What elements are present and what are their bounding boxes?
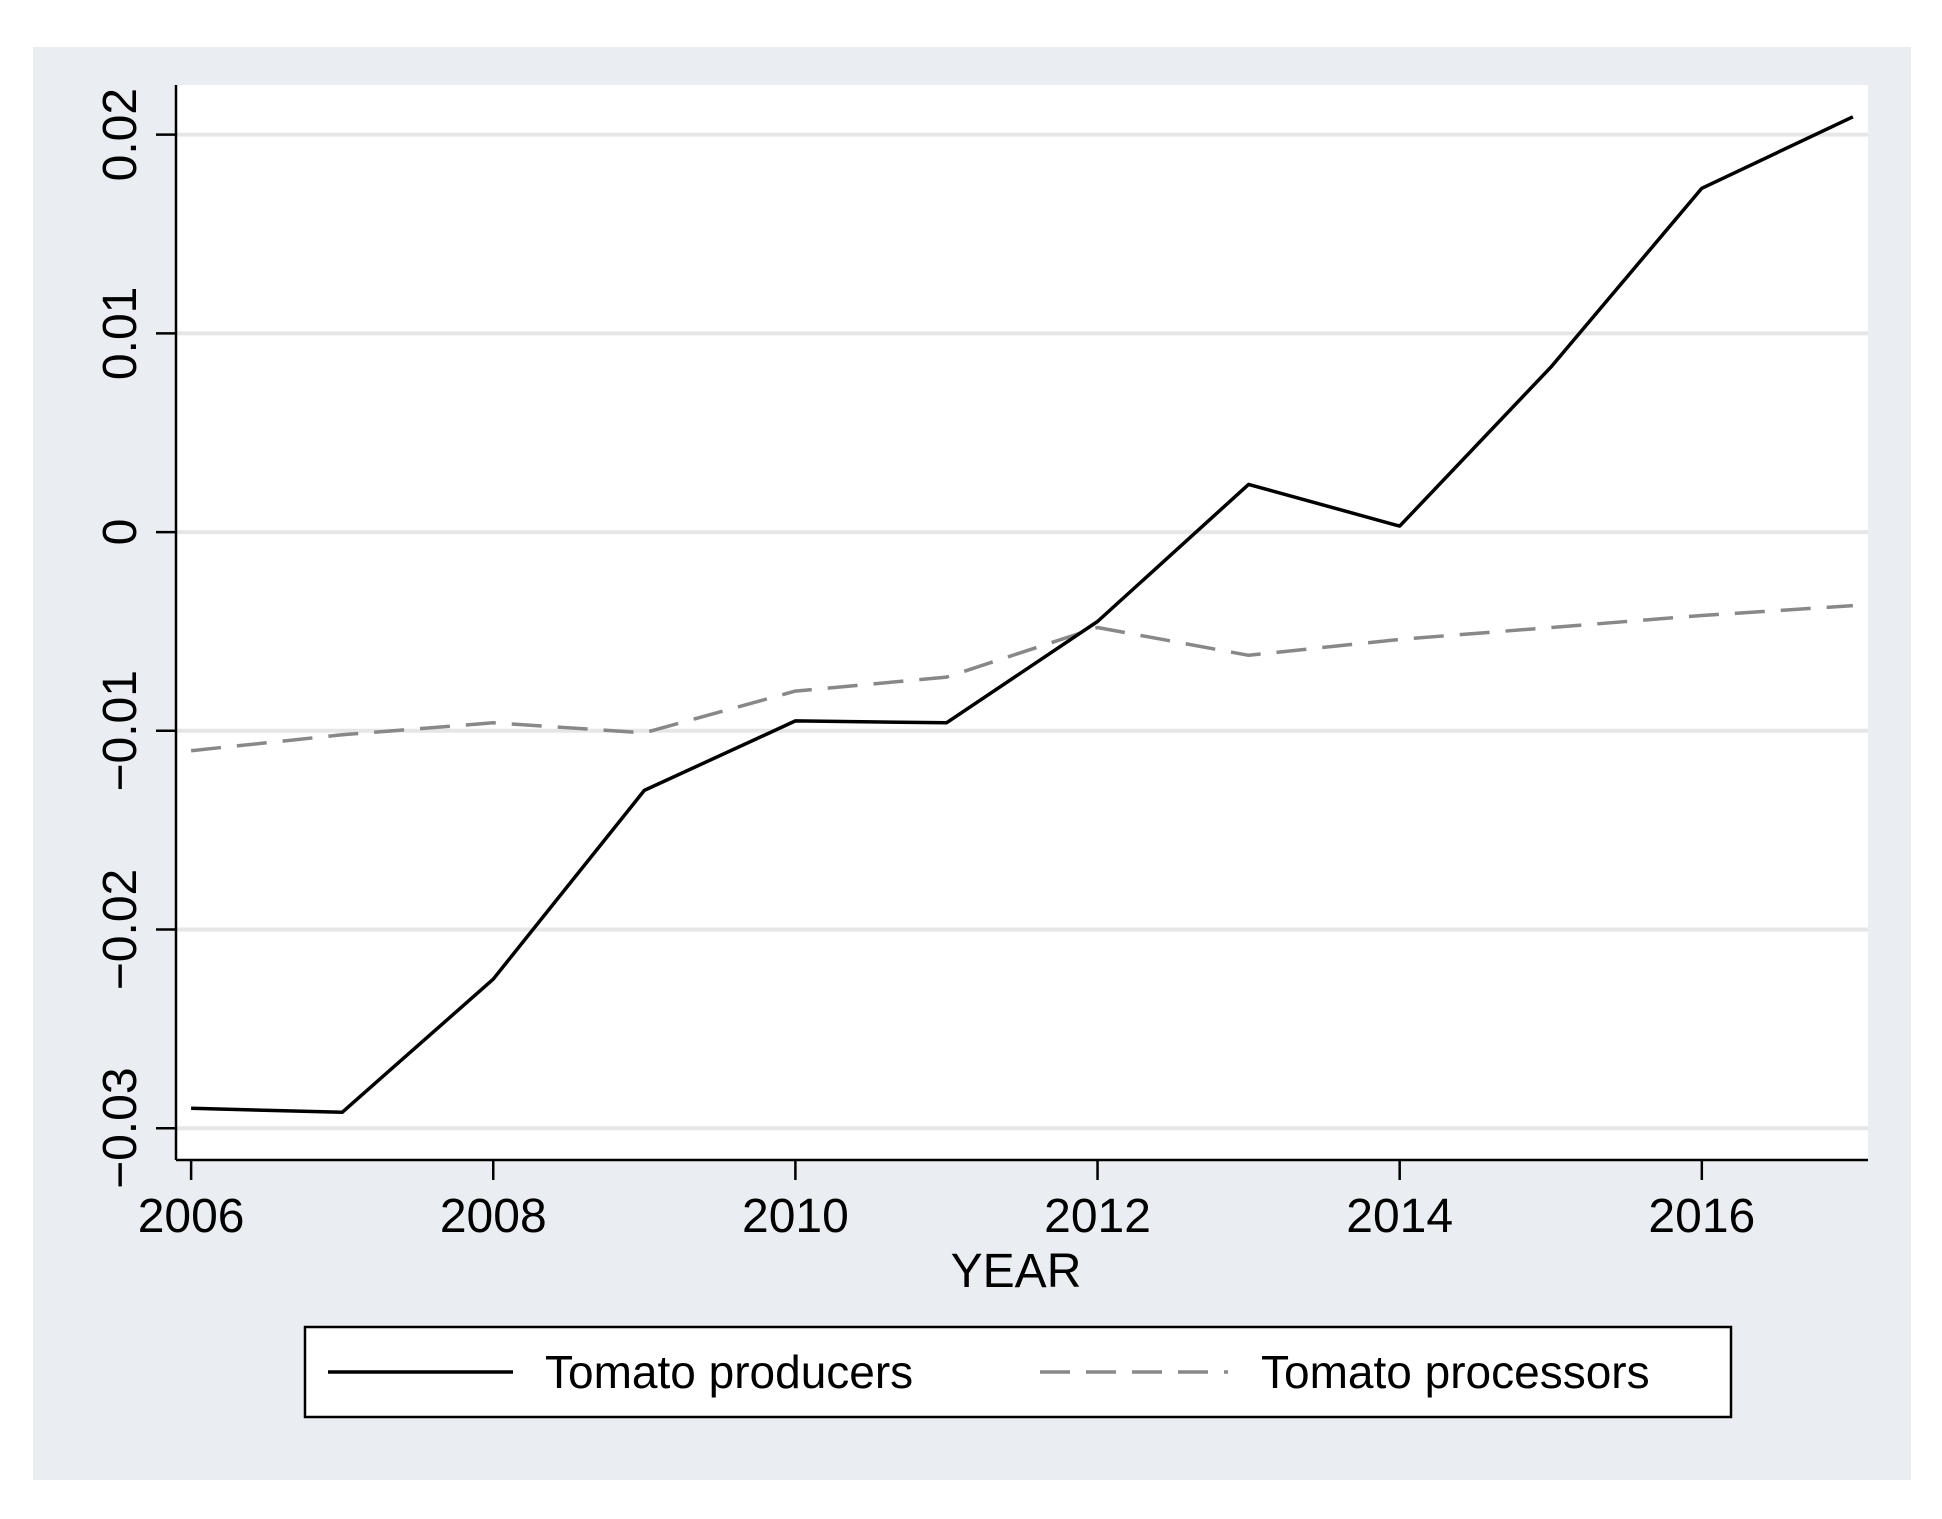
x-axis-title: YEAR (951, 1245, 1082, 1298)
x-axis-ticks: 2006 2008 2010 2012 2014 2016 (138, 1160, 1755, 1243)
legend-label-tomato-producers: Tomato producers (545, 1346, 913, 1398)
line-chart: −0.03 −0.02 −0.01 0 0.01 0.02 2006 2008 2010 201… (33, 47, 1911, 1480)
x-tick-label: 2016 (1648, 1190, 1755, 1243)
y-tick-label: −0.02 (94, 869, 147, 990)
y-axis-ticks: −0.03 −0.02 −0.01 0 0.01 0.02 (94, 88, 176, 1189)
y-tick-label: 0.02 (94, 88, 147, 181)
chart-background: −0.03 −0.02 −0.01 0 0.01 0.02 2006 2008 2010 201… (33, 47, 1911, 1480)
y-tick-label: 0 (94, 519, 147, 546)
x-tick-label: 2008 (440, 1190, 547, 1243)
y-tick-label: −0.01 (94, 670, 147, 791)
y-tick-label: 0.01 (94, 287, 147, 380)
x-tick-label: 2006 (138, 1190, 245, 1243)
y-tick-label: −0.03 (94, 1067, 147, 1188)
legend: Tomato producers Tomato processors (305, 1327, 1731, 1417)
x-tick-label: 2014 (1346, 1190, 1453, 1243)
legend-label-tomato-processors: Tomato processors (1261, 1346, 1650, 1398)
x-tick-label: 2010 (742, 1190, 849, 1243)
x-tick-label: 2012 (1044, 1190, 1151, 1243)
